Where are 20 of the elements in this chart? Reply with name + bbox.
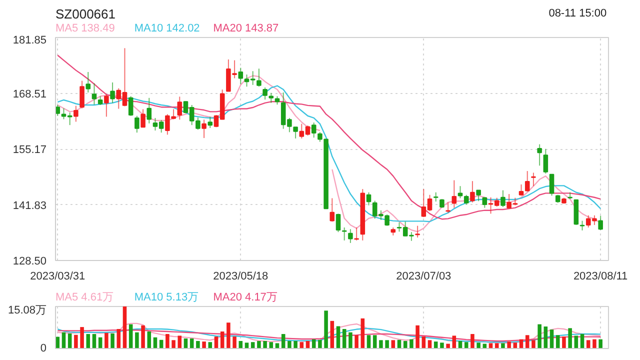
y-tick-label: 168.51 (12, 88, 47, 100)
x-tick-label: 2023/03/31 (30, 270, 86, 282)
y-tick-label: 141.83 (12, 200, 47, 212)
y-tick-label: 15.08万 (8, 304, 47, 316)
x-tick-label: 2023/08/11 (573, 270, 628, 282)
y-tick-label: 181.85 (12, 34, 47, 46)
line-series (57, 54, 602, 220)
text: MA20 4.17万 (213, 292, 278, 304)
chart-title: SZ000661 (56, 6, 116, 22)
x-tick-label: 2023/05/18 (213, 270, 268, 282)
text: MA10 5.13万 (134, 292, 199, 304)
text: MA5 4.61万 (56, 292, 114, 304)
text: 08-11 15:00 (548, 8, 607, 20)
y-tick-label: 155.17 (12, 144, 47, 156)
text: MA5 138.49 (56, 22, 115, 34)
text: MA10 142.02 (134, 22, 200, 34)
y-tick-label: 0 (40, 342, 47, 354)
y-tick-label: 128.50 (12, 256, 47, 268)
text: MA20 143.87 (213, 22, 279, 34)
x-tick-label: 2023/07/03 (396, 270, 452, 282)
